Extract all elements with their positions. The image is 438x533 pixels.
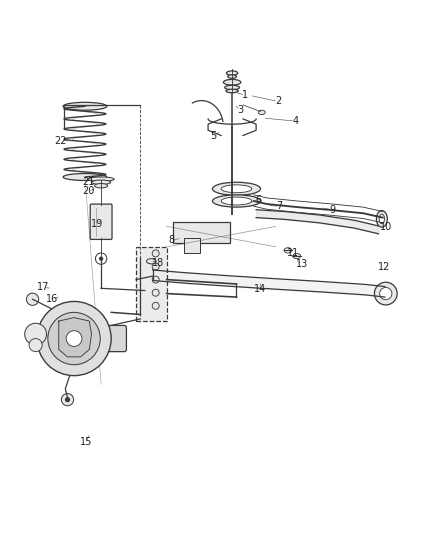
Text: 20: 20 bbox=[82, 187, 94, 196]
Text: 9: 9 bbox=[329, 205, 336, 215]
Ellipse shape bbox=[88, 177, 114, 181]
FancyBboxPatch shape bbox=[92, 326, 127, 352]
Ellipse shape bbox=[376, 211, 387, 227]
Text: 12: 12 bbox=[378, 262, 390, 271]
Text: 16: 16 bbox=[46, 294, 58, 304]
Circle shape bbox=[380, 287, 392, 300]
Circle shape bbox=[152, 250, 159, 257]
Text: 18: 18 bbox=[152, 258, 164, 268]
Circle shape bbox=[374, 282, 397, 305]
Polygon shape bbox=[59, 318, 92, 357]
Bar bbox=[184, 238, 200, 253]
Bar bbox=[136, 247, 166, 321]
Text: 15: 15 bbox=[80, 437, 92, 447]
Circle shape bbox=[99, 256, 103, 261]
Text: 3: 3 bbox=[237, 105, 243, 115]
Ellipse shape bbox=[225, 85, 240, 90]
Text: 17: 17 bbox=[37, 282, 49, 293]
Ellipse shape bbox=[226, 89, 238, 93]
Circle shape bbox=[37, 302, 111, 376]
Circle shape bbox=[25, 323, 46, 345]
Bar bbox=[173, 222, 230, 243]
Text: 19: 19 bbox=[91, 219, 103, 229]
Circle shape bbox=[48, 312, 100, 365]
Circle shape bbox=[152, 289, 159, 296]
Circle shape bbox=[95, 253, 107, 264]
Ellipse shape bbox=[284, 248, 292, 253]
Text: 7: 7 bbox=[276, 201, 283, 211]
Circle shape bbox=[29, 338, 42, 352]
Ellipse shape bbox=[226, 71, 238, 75]
Text: 5: 5 bbox=[211, 131, 217, 141]
Circle shape bbox=[152, 302, 159, 309]
Circle shape bbox=[61, 393, 74, 406]
FancyBboxPatch shape bbox=[90, 204, 112, 239]
Text: 22: 22 bbox=[55, 136, 67, 146]
Ellipse shape bbox=[221, 185, 252, 193]
Ellipse shape bbox=[63, 102, 107, 110]
Text: 2: 2 bbox=[275, 96, 281, 107]
Circle shape bbox=[66, 330, 82, 346]
Ellipse shape bbox=[95, 183, 108, 188]
Circle shape bbox=[26, 293, 39, 305]
Ellipse shape bbox=[258, 110, 265, 115]
Text: 11: 11 bbox=[287, 248, 299, 259]
Text: 10: 10 bbox=[380, 222, 392, 232]
Circle shape bbox=[65, 397, 70, 402]
Text: 1: 1 bbox=[242, 91, 248, 100]
Text: 4: 4 bbox=[292, 116, 298, 126]
Text: 13: 13 bbox=[296, 260, 308, 269]
Ellipse shape bbox=[212, 195, 261, 207]
Text: 6: 6 bbox=[255, 195, 261, 205]
Circle shape bbox=[152, 263, 159, 270]
Circle shape bbox=[152, 276, 159, 283]
Ellipse shape bbox=[223, 79, 241, 85]
Ellipse shape bbox=[221, 197, 252, 205]
Ellipse shape bbox=[379, 214, 385, 224]
Ellipse shape bbox=[228, 75, 237, 78]
Text: 14: 14 bbox=[254, 284, 267, 294]
Text: 21: 21 bbox=[82, 177, 94, 187]
Ellipse shape bbox=[293, 253, 300, 259]
Text: 8: 8 bbox=[168, 235, 174, 245]
Ellipse shape bbox=[147, 259, 156, 264]
Ellipse shape bbox=[212, 182, 261, 195]
Ellipse shape bbox=[92, 180, 111, 184]
Ellipse shape bbox=[63, 174, 107, 181]
Ellipse shape bbox=[148, 270, 157, 282]
